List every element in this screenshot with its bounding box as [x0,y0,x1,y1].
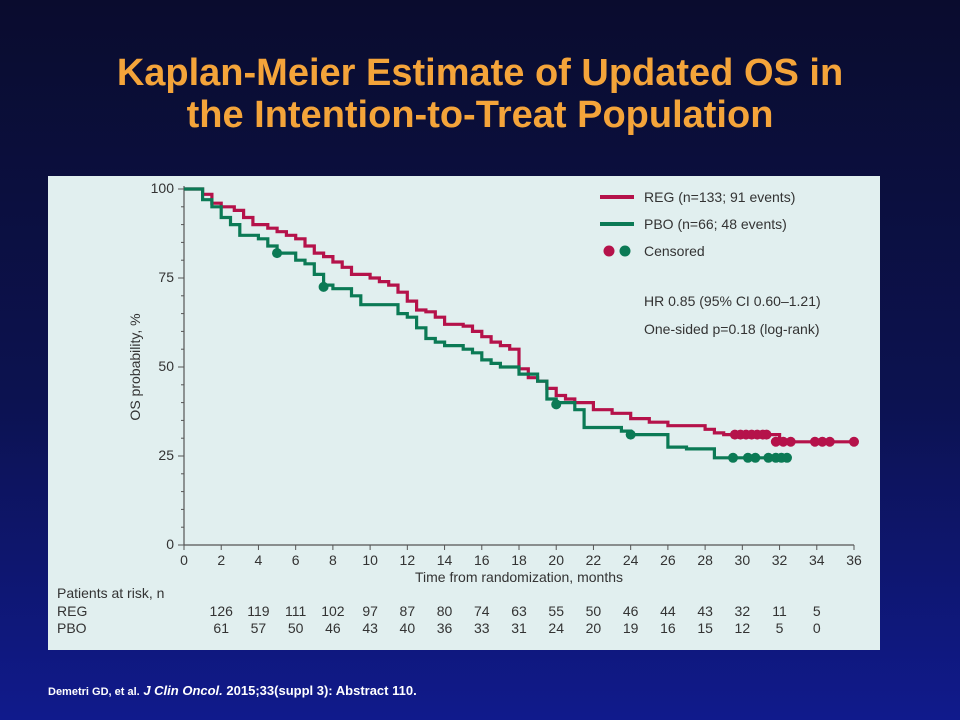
x-axis-label: Time from randomization, months [415,569,623,585]
risk-table-title: Patients at risk, n [57,585,164,601]
reg-censor-mark [809,436,820,447]
y-tick-label: 100 [151,180,175,196]
legend-reg-label: REG (n=133; 91 events) [644,189,795,205]
x-tick-label: 2 [217,552,225,568]
risk-table-cell: 97 [362,603,378,619]
risk-table-cell: 33 [474,620,490,636]
x-tick-label: 12 [400,552,416,568]
title-line-1: Kaplan-Meier Estimate of Updated OS in [116,52,844,94]
pbo-censor-mark [728,452,739,463]
citation: Demetri GD, et al. J Clin Oncol. 2015;33… [48,683,417,698]
risk-table-cell: 16 [660,620,676,636]
reg-censor-mark [778,436,789,447]
risk-table-cell: 43 [697,603,713,619]
risk-table-cell: 111 [285,603,306,619]
reg-censor-mark [817,436,828,447]
pbo-censor-mark [625,429,636,440]
risk-table-cell: 80 [437,603,453,619]
risk-table-cell: 11 [772,603,787,619]
risk-table-cell: 24 [548,620,564,636]
pbo-censor-mark [272,248,283,259]
x-tick-label: 4 [255,552,263,568]
risk-table-cell: 31 [511,620,527,636]
x-tick-label: 20 [548,552,564,568]
risk-table-cell: 87 [400,603,416,619]
pbo-censor-mark [551,399,562,410]
y-tick-label: 75 [158,269,174,285]
pvalue-annotation: One-sided p=0.18 (log-rank) [644,321,820,337]
x-tick-label: 10 [362,552,378,568]
reg-censor-mark [785,436,796,447]
risk-table-cell: 74 [474,603,490,619]
risk-table-cell: 63 [511,603,527,619]
risk-table-cell: 15 [697,620,713,636]
legend-censored-label: Censored [644,243,705,259]
pbo-censor-mark [782,452,792,463]
x-tick-label: 34 [809,552,825,568]
x-tick-label: 16 [474,552,490,568]
citation-journal: J Clin Oncol. [143,683,223,698]
risk-table-cell: 32 [735,603,751,619]
risk-row-label-reg: REG [57,603,87,619]
x-tick-label: 28 [697,552,713,568]
risk-row-label-pbo: PBO [57,620,87,636]
title-line-2: the Intention-to-Treat Population [186,94,774,136]
x-tick-label: 36 [846,552,862,568]
hazard-ratio-annotation: HR 0.85 (95% CI 0.60–1.21) [644,293,821,309]
y-tick-label: 0 [166,536,174,552]
x-tick-label: 6 [292,552,300,568]
legend-censored-pbo-dot [619,245,631,257]
risk-table-cell: 5 [813,603,821,619]
risk-table-cell: 119 [247,603,270,619]
pbo-censor-mark [742,452,753,463]
risk-table-cell: 19 [623,620,639,636]
reg-censor-mark [761,429,772,440]
reg-censor-mark [770,436,781,447]
risk-table-cell: 12 [735,620,751,636]
risk-table-cell: 46 [623,603,639,619]
x-tick-label: 24 [623,552,639,568]
pbo-censor-mark [750,452,761,463]
x-tick-label: 18 [511,552,527,568]
y-axis-label: OS probability, % [127,313,143,420]
pbo-censor-mark [763,452,774,463]
reg-survival-line [184,187,854,444]
slide-title: Kaplan-Meier Estimate of Updated OS in t… [0,52,960,136]
risk-table-cell: 102 [321,603,345,619]
reg-censor-mark [824,436,835,447]
x-tick-label: 32 [772,552,788,568]
x-tick-label: 14 [437,552,453,568]
risk-table-cell: 46 [325,620,341,636]
legend-pbo-label: PBO (n=66; 48 events) [644,216,787,232]
risk-table-cell: 20 [586,620,602,636]
pbo-censor-mark [318,281,329,292]
risk-table-cell: 55 [548,603,564,619]
risk-table-cell: 0 [813,620,821,636]
risk-table-cell: 50 [586,603,602,619]
risk-table-cell: 40 [400,620,416,636]
y-tick-label: 50 [158,358,174,374]
x-tick-label: 0 [180,552,188,568]
pbo-survival-line [184,187,789,460]
legend-censored-reg-dot [603,245,615,257]
risk-table-cell: 5 [776,620,784,636]
risk-table-cell: 43 [362,620,378,636]
reg-censor-mark [849,436,859,447]
y-tick-label: 25 [158,447,174,463]
x-tick-label: 22 [586,552,602,568]
x-tick-label: 8 [329,552,337,568]
x-tick-label: 30 [735,552,751,568]
x-tick-label: 26 [660,552,676,568]
risk-table-cell: 50 [288,620,304,636]
risk-table-cell: 57 [251,620,267,636]
citation-authors: Demetri GD, et al. [48,686,140,698]
citation-rest: 2015;33(suppl 3): Abstract 110. [226,683,417,698]
risk-table-cell: 44 [660,603,676,619]
risk-table-cell: 126 [210,603,234,619]
chart-panel: 0 25 50 75 100 0 2 4 6 8 10 12 14 16 18 20 22 24 26 28 30 32 3… [48,176,880,650]
risk-table-cell: 36 [437,620,453,636]
risk-table-cell: 61 [213,620,229,636]
